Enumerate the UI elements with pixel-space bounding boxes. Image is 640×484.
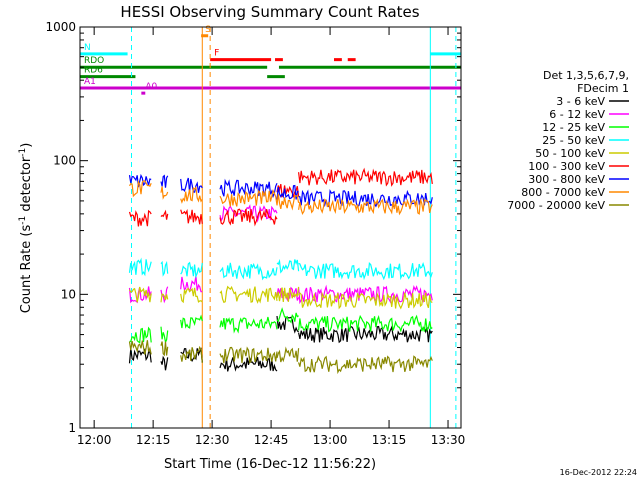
series-300-800-kev <box>128 173 433 208</box>
x-tick-label: 12:15 <box>136 433 171 447</box>
legend-label: 50 - 100 keV <box>535 147 605 160</box>
flag-rdo: RDO <box>80 56 461 69</box>
y-tick-label: 1000 <box>45 20 76 34</box>
plot-frame <box>79 26 462 429</box>
x-axis-ticks: 12:00 12:15 12:30 12:45 13:00 13:15 13:30 <box>77 27 465 447</box>
legend-label: 800 - 7000 keV <box>521 186 605 199</box>
y-label-sup-1: -1 <box>18 216 28 225</box>
chart-title: HESSI Observing Summary Count Rates <box>120 3 419 21</box>
legend-label: 25 - 50 keV <box>542 134 605 147</box>
series-50-100-kev <box>128 285 433 310</box>
legend-label: 12 - 25 keV <box>542 121 605 134</box>
legend-label: 300 - 800 keV <box>528 173 605 186</box>
flag-a1: A1 <box>80 77 461 90</box>
flag-label-a1: A1 <box>84 77 96 87</box>
flag-a0: A0 <box>141 82 157 95</box>
series-6-12-kev <box>128 204 433 305</box>
x-tick-label: 12:00 <box>77 433 112 447</box>
legend-label: 6 - 12 keV <box>549 108 605 121</box>
flag-label-n: N <box>84 43 91 53</box>
series-100-300-kev <box>128 167 433 227</box>
flag-label-s: S <box>205 25 211 35</box>
flag-n: N <box>80 43 461 56</box>
legend-label: 100 - 300 keV <box>528 160 605 173</box>
series-7000-20000-kev <box>128 340 433 375</box>
y-axis-label: Count Rate (s-1 detector-1) <box>18 143 34 314</box>
x-tick-label: 12:45 <box>254 433 289 447</box>
y-label-part-2: detector <box>19 156 34 216</box>
y-tick-label: 10 <box>61 287 76 301</box>
flag-label-rd6: RD6 <box>84 66 103 76</box>
x-axis-label: Start Time (16-Dec-12 11:56:22) <box>164 457 376 472</box>
series-lines <box>128 167 433 375</box>
y-tick-label: 100 <box>53 154 76 168</box>
flag-rd6: RD6 <box>80 66 285 79</box>
legend-header-line-1: Det 1,3,5,6,7,9, <box>543 69 629 82</box>
series-25-50-kev <box>128 257 433 281</box>
flag-label-rdo: RDO <box>84 56 104 66</box>
legend-label: 7000 - 20000 keV <box>507 199 605 212</box>
y-axis-ticks: 1 10 100 1000 <box>45 20 461 435</box>
footer-date: 16-Dec-2012 22:24 <box>560 468 637 477</box>
x-tick-label: 12:30 <box>195 433 230 447</box>
flag-f: F <box>210 49 356 62</box>
y-label-part-1: Count Rate (s <box>19 225 34 314</box>
y-label-sup-2: -1 <box>18 148 28 157</box>
flag-label-f: F <box>214 49 219 59</box>
y-tick-label: 1 <box>68 421 76 435</box>
flag-label-a0: A0 <box>145 82 157 92</box>
y-label-part-3: ) <box>19 143 34 148</box>
series-800-7000-kev <box>128 179 433 216</box>
x-tick-label: 13:00 <box>313 433 348 447</box>
legend-header-line-2: FDecim 1 <box>577 82 629 95</box>
legend-label: 3 - 6 keV <box>556 95 605 108</box>
x-tick-label: 13:15 <box>372 433 407 447</box>
x-tick-label: 13:30 <box>431 433 466 447</box>
series-12-25-kev <box>129 307 433 345</box>
